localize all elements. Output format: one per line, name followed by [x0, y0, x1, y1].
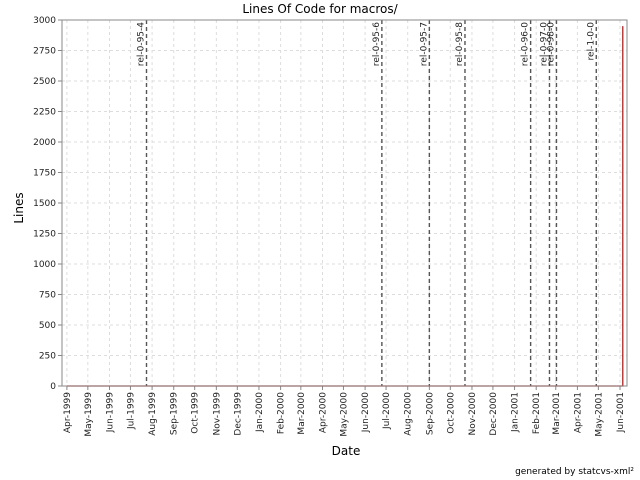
x-tick-label: Oct-1999: [191, 392, 201, 434]
x-tick-label: Jun-2000: [361, 392, 371, 433]
y-tick-label: 500: [39, 321, 56, 331]
x-tick-label: Jun-2001: [616, 392, 626, 433]
x-tick-label: Apr-2001: [573, 392, 583, 433]
x-tick-label: Sep-1999: [170, 392, 180, 435]
x-tick-label: Mar-2000: [297, 392, 307, 435]
x-tick-label: Apr-1999: [63, 392, 73, 433]
x-tick-label: Dec-1999: [233, 392, 243, 436]
x-tick-label: Aug-1999: [148, 392, 158, 436]
loc-series-line: [66, 26, 624, 387]
y-tick-label: 2500: [33, 77, 56, 87]
x-tick-label: Oct-2000: [446, 392, 456, 434]
generated-by-credit: generated by statcvs-xml²: [515, 467, 634, 477]
release-marker-label: rel-0-96-0: [521, 22, 531, 66]
y-tick-label: 2250: [33, 108, 56, 118]
y-tick-label: 1000: [33, 260, 56, 270]
x-tick-label: Aug-2000: [404, 392, 414, 436]
x-tick-label: Nov-1999: [212, 392, 222, 436]
release-marker-label: rel-0-95-4: [137, 22, 147, 66]
y-tick-label: 2750: [33, 47, 56, 57]
y-axis-label: Lines: [12, 192, 26, 223]
plot-area: 0 250 500 750 1000 1250 1500 1750 2000 2250 2500 27…: [33, 16, 628, 437]
y-tick-label: 1500: [33, 199, 56, 209]
x-tick-label: Mar-2001: [552, 392, 562, 435]
plot-frame: [61, 19, 628, 387]
x-tick-label: Feb-2000: [277, 392, 287, 434]
x-tick-label: Jan-2000: [255, 392, 265, 433]
release-marker-label: rel-0-95-6: [372, 22, 382, 66]
x-tick-label: Feb-2001: [532, 392, 542, 434]
x-tick-label: Nov-2000: [468, 392, 478, 436]
y-tick-label: 0: [50, 382, 56, 392]
x-tick-label: May-1999: [84, 392, 94, 437]
y-tick-label: 3000: [33, 16, 56, 26]
chart-title: Lines Of Code for macros/: [242, 2, 398, 16]
x-tick-label: Dec-2000: [489, 392, 499, 436]
x-tick-label: Apr-2000: [319, 392, 329, 433]
x-tick-label: Jul-2000: [382, 392, 392, 430]
release-marker-label: rel-0-97-0: [539, 22, 549, 66]
y-tick-label: 2000: [33, 138, 56, 148]
x-tick-label: May-2001: [594, 392, 604, 437]
release-marker-label: rel-0-98-0: [546, 22, 556, 66]
y-tick-label: 750: [39, 291, 56, 301]
y-tick-label: 1250: [33, 230, 56, 240]
release-marker-label: rel-1-0-0: [586, 22, 596, 61]
x-axis-label: Date: [332, 444, 361, 458]
y-tick-label: 250: [39, 352, 56, 362]
release-marker-label: rel-0-95-8: [455, 22, 465, 66]
x-tick-label: Sep-2000: [425, 392, 435, 435]
release-marker-label: rel-0-95-7: [419, 22, 429, 66]
x-tick-label: Jun-1999: [105, 392, 115, 433]
x-tick-label: May-2000: [339, 392, 349, 437]
x-tick-label: Jul-1999: [126, 392, 136, 430]
x-tick-label: Jan-2001: [511, 392, 521, 433]
y-tick-label: 1750: [33, 169, 56, 179]
